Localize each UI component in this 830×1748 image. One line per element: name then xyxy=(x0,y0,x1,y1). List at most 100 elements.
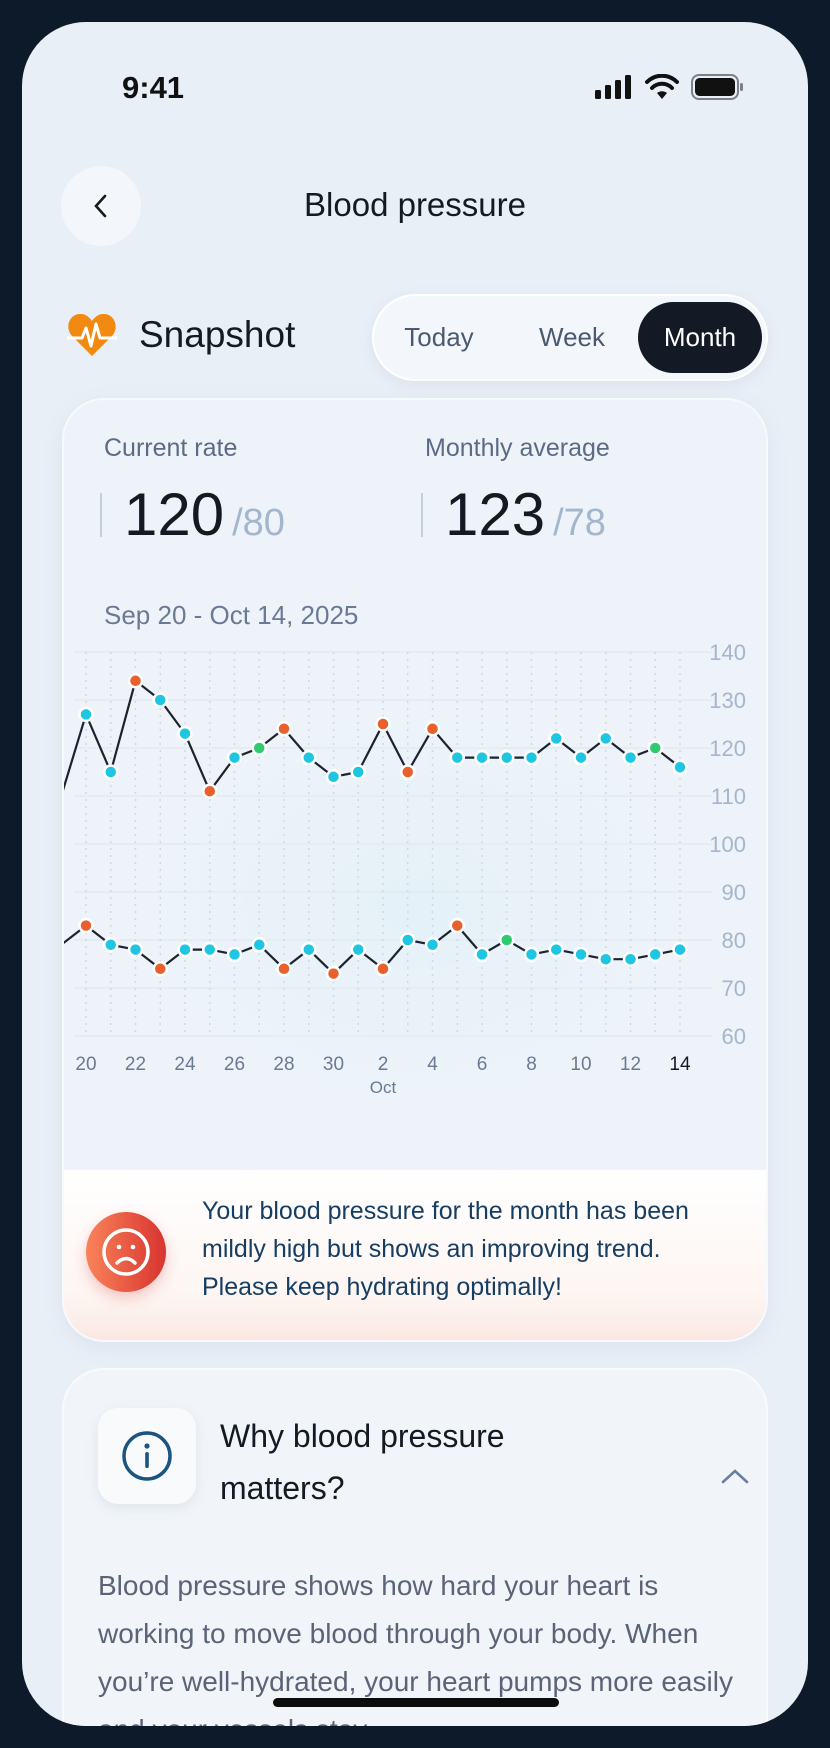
x-tick-label: 2 xyxy=(378,1054,389,1075)
insight-text: Your blood pressure for the month has be… xyxy=(202,1197,689,1301)
systolic-point xyxy=(301,749,317,766)
page-title: Blood pressure xyxy=(304,186,526,223)
systolic-point xyxy=(375,716,391,732)
sad-face-badge xyxy=(86,1212,166,1292)
current-rate-value: 120/80 xyxy=(100,480,285,549)
diastolic-point xyxy=(523,946,540,963)
info-title: Why blood pressure matters? xyxy=(220,1418,505,1506)
systolic-point xyxy=(226,749,243,766)
diastolic-point xyxy=(177,941,193,958)
chevron-left-icon xyxy=(94,194,107,218)
x-tick-label: 28 xyxy=(273,1054,294,1075)
systolic-point xyxy=(152,692,168,708)
systolic-point xyxy=(177,725,193,742)
y-tick-label: 130 xyxy=(709,688,746,713)
info-body: Blood pressure shows how hard your heart… xyxy=(98,1570,733,1726)
x-tick-label: 12 xyxy=(620,1054,641,1075)
average-diastolic: /78 xyxy=(553,502,606,544)
insight-message: Your blood pressure for the month has be… xyxy=(64,1170,766,1340)
diastolic-point xyxy=(598,951,614,967)
average-systolic: 123 xyxy=(445,481,546,548)
monthly-average-value: 123/78 xyxy=(421,480,606,549)
y-tick-label: 60 xyxy=(722,1024,746,1049)
current-diastolic: /80 xyxy=(232,502,285,544)
y-tick-label: 80 xyxy=(722,928,746,953)
x-tick-label: 4 xyxy=(427,1054,438,1075)
diastolic-point xyxy=(152,961,168,977)
systolic-point xyxy=(523,749,540,766)
diastolic-point xyxy=(548,941,564,958)
current-rate-label: Current rate xyxy=(104,434,238,462)
y-tick-label: 70 xyxy=(722,976,746,1001)
systolic-point xyxy=(325,769,342,785)
diastolic-point xyxy=(251,937,267,953)
tab-month[interactable]: Month xyxy=(638,302,762,373)
systolic-point xyxy=(424,721,441,737)
diastolic-point xyxy=(375,961,391,977)
chevron-up-icon[interactable] xyxy=(720,1466,750,1486)
x-tick-label: 6 xyxy=(477,1054,488,1075)
x-tick-label: 26 xyxy=(224,1054,245,1075)
tab-week[interactable]: Week xyxy=(539,322,605,352)
y-tick-label: 100 xyxy=(709,832,746,857)
x-tick-label: 30 xyxy=(323,1054,344,1075)
diastolic-point xyxy=(449,917,465,934)
current-systolic: 120 xyxy=(124,481,225,548)
snapshot-heading: Snapshot xyxy=(67,312,295,358)
systolic-point xyxy=(672,759,688,775)
diastolic-point xyxy=(202,941,218,958)
diastolic-point xyxy=(78,917,94,934)
status-time: 9:41 xyxy=(122,70,185,105)
y-tick-label: 90 xyxy=(722,880,746,905)
status-icons xyxy=(595,74,745,100)
systolic-point xyxy=(202,783,218,799)
period-segmented-control: Today Week Month xyxy=(372,294,768,381)
systolic-point xyxy=(474,749,490,766)
wifi-icon xyxy=(645,74,679,99)
battery-icon xyxy=(691,74,743,100)
home-indicator[interactable] xyxy=(273,1698,559,1707)
systolic-point xyxy=(127,673,144,689)
systolic-point xyxy=(276,721,292,737)
x-tick-label: 8 xyxy=(526,1054,537,1075)
x-tick-label: 24 xyxy=(174,1054,196,1075)
systolic-point xyxy=(78,706,94,723)
y-tick-label: 120 xyxy=(709,736,746,761)
tab-today[interactable]: Today xyxy=(404,322,474,352)
diastolic-point xyxy=(301,941,317,958)
back-button[interactable] xyxy=(61,166,141,246)
diastolic-point xyxy=(672,941,688,958)
info-icon-box xyxy=(98,1408,196,1504)
snapshot-card: Current rate 120/80 Monthly average 123/… xyxy=(62,398,768,1342)
diastolic-point xyxy=(499,932,515,948)
snapshot-title: Snapshot xyxy=(139,314,296,355)
systolic-point xyxy=(548,730,564,747)
diastolic-point xyxy=(400,932,416,948)
monthly-average-label: Monthly average xyxy=(425,434,610,462)
x-tick-label: 22 xyxy=(125,1054,146,1075)
heart-pulse-icon xyxy=(67,313,117,356)
diastolic-point xyxy=(573,946,589,963)
systolic-point xyxy=(598,730,614,747)
x-month-label: Oct xyxy=(370,1078,397,1097)
diastolic-point xyxy=(127,941,144,958)
diastolic-point xyxy=(325,965,342,982)
sad-face-icon xyxy=(102,1228,150,1276)
x-tick-label: 20 xyxy=(75,1054,96,1075)
systolic-point xyxy=(573,749,589,766)
cellular-signal-icon xyxy=(595,75,631,99)
x-tick-label: 10 xyxy=(570,1054,591,1075)
info-icon xyxy=(122,1431,172,1481)
x-tick-label: 14 xyxy=(669,1054,691,1075)
diastolic-point xyxy=(647,946,663,963)
phone-screen: 9:41 Blood pressure Snapshot Today Week … xyxy=(22,22,808,1726)
diastolic-point xyxy=(622,951,639,967)
diastolic-point xyxy=(103,937,119,953)
systolic-point xyxy=(103,764,119,780)
diastolic-point xyxy=(276,961,292,977)
systolic-point xyxy=(350,764,366,780)
y-tick-label: 110 xyxy=(711,784,746,809)
y-tick-label: 140 xyxy=(709,640,746,665)
diastolic-point xyxy=(424,937,441,953)
